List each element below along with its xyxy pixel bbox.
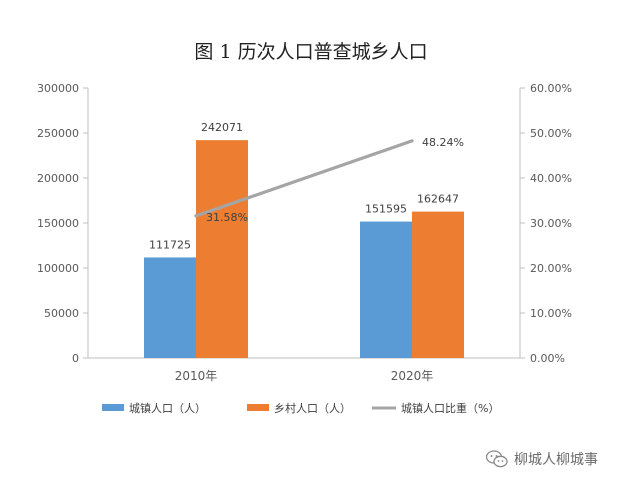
y-right-tick-label: 60.00%	[530, 82, 572, 95]
y-right-tick-label: 30.00%	[530, 217, 572, 230]
line-point	[194, 214, 198, 218]
bar-urban	[360, 221, 412, 358]
bar-data-label: 162647	[417, 193, 459, 206]
line-urban-share	[194, 139, 414, 218]
legend: 城镇人口（人） 乡村人口（人） 城镇人口比重（%）	[102, 401, 499, 415]
legend-swatch	[102, 404, 124, 411]
wechat-icon	[486, 450, 508, 468]
y-left-tick-label: 250000	[37, 127, 79, 140]
y-left-tick-label: 300000	[37, 82, 79, 95]
y-left-tick-label: 0	[72, 352, 79, 365]
y-right-tick-label: 50.00%	[530, 127, 572, 140]
watermark: 柳城人柳城事	[486, 446, 598, 472]
y-left-tick-label: 200000	[37, 172, 79, 185]
y-left-tick-label: 50000	[44, 307, 79, 320]
y-right-tick-label: 40.00%	[530, 172, 572, 185]
line-point	[410, 139, 414, 143]
legend-label: 城镇人口比重（%）	[401, 401, 499, 415]
x-tick-label: 2020年	[391, 369, 434, 383]
x-tick-label: 2010年	[175, 369, 218, 383]
chart-title: 图 1 历次人口普查城乡人口	[194, 41, 427, 63]
legend-label: 城镇人口（人）	[129, 401, 206, 415]
bar-data-label: 151595	[365, 203, 407, 216]
y-left-tick-label: 150000	[37, 217, 79, 230]
bar-rural	[412, 211, 464, 358]
bar-urban	[144, 257, 196, 358]
plot-area: 0 50000 100000 150000 200000 250000 300000 0.00…	[37, 82, 572, 383]
legend-label: 乡村人口（人）	[274, 401, 351, 415]
bar-data-label: 111725	[149, 238, 191, 251]
line-data-label: 48.24%	[422, 136, 464, 149]
bar-data-label: 242071	[201, 121, 243, 134]
line-data-label: 31.58%	[206, 211, 248, 224]
y-right-tick-label: 10.00%	[530, 307, 572, 320]
watermark-text: 柳城人柳城事	[514, 452, 598, 468]
bar-rural	[196, 140, 248, 358]
y-left-tick-label: 100000	[37, 262, 79, 275]
legend-swatch	[247, 404, 269, 411]
y-right-tick-label: 20.00%	[530, 262, 572, 275]
y-right-tick-label: 0.00%	[530, 352, 565, 365]
